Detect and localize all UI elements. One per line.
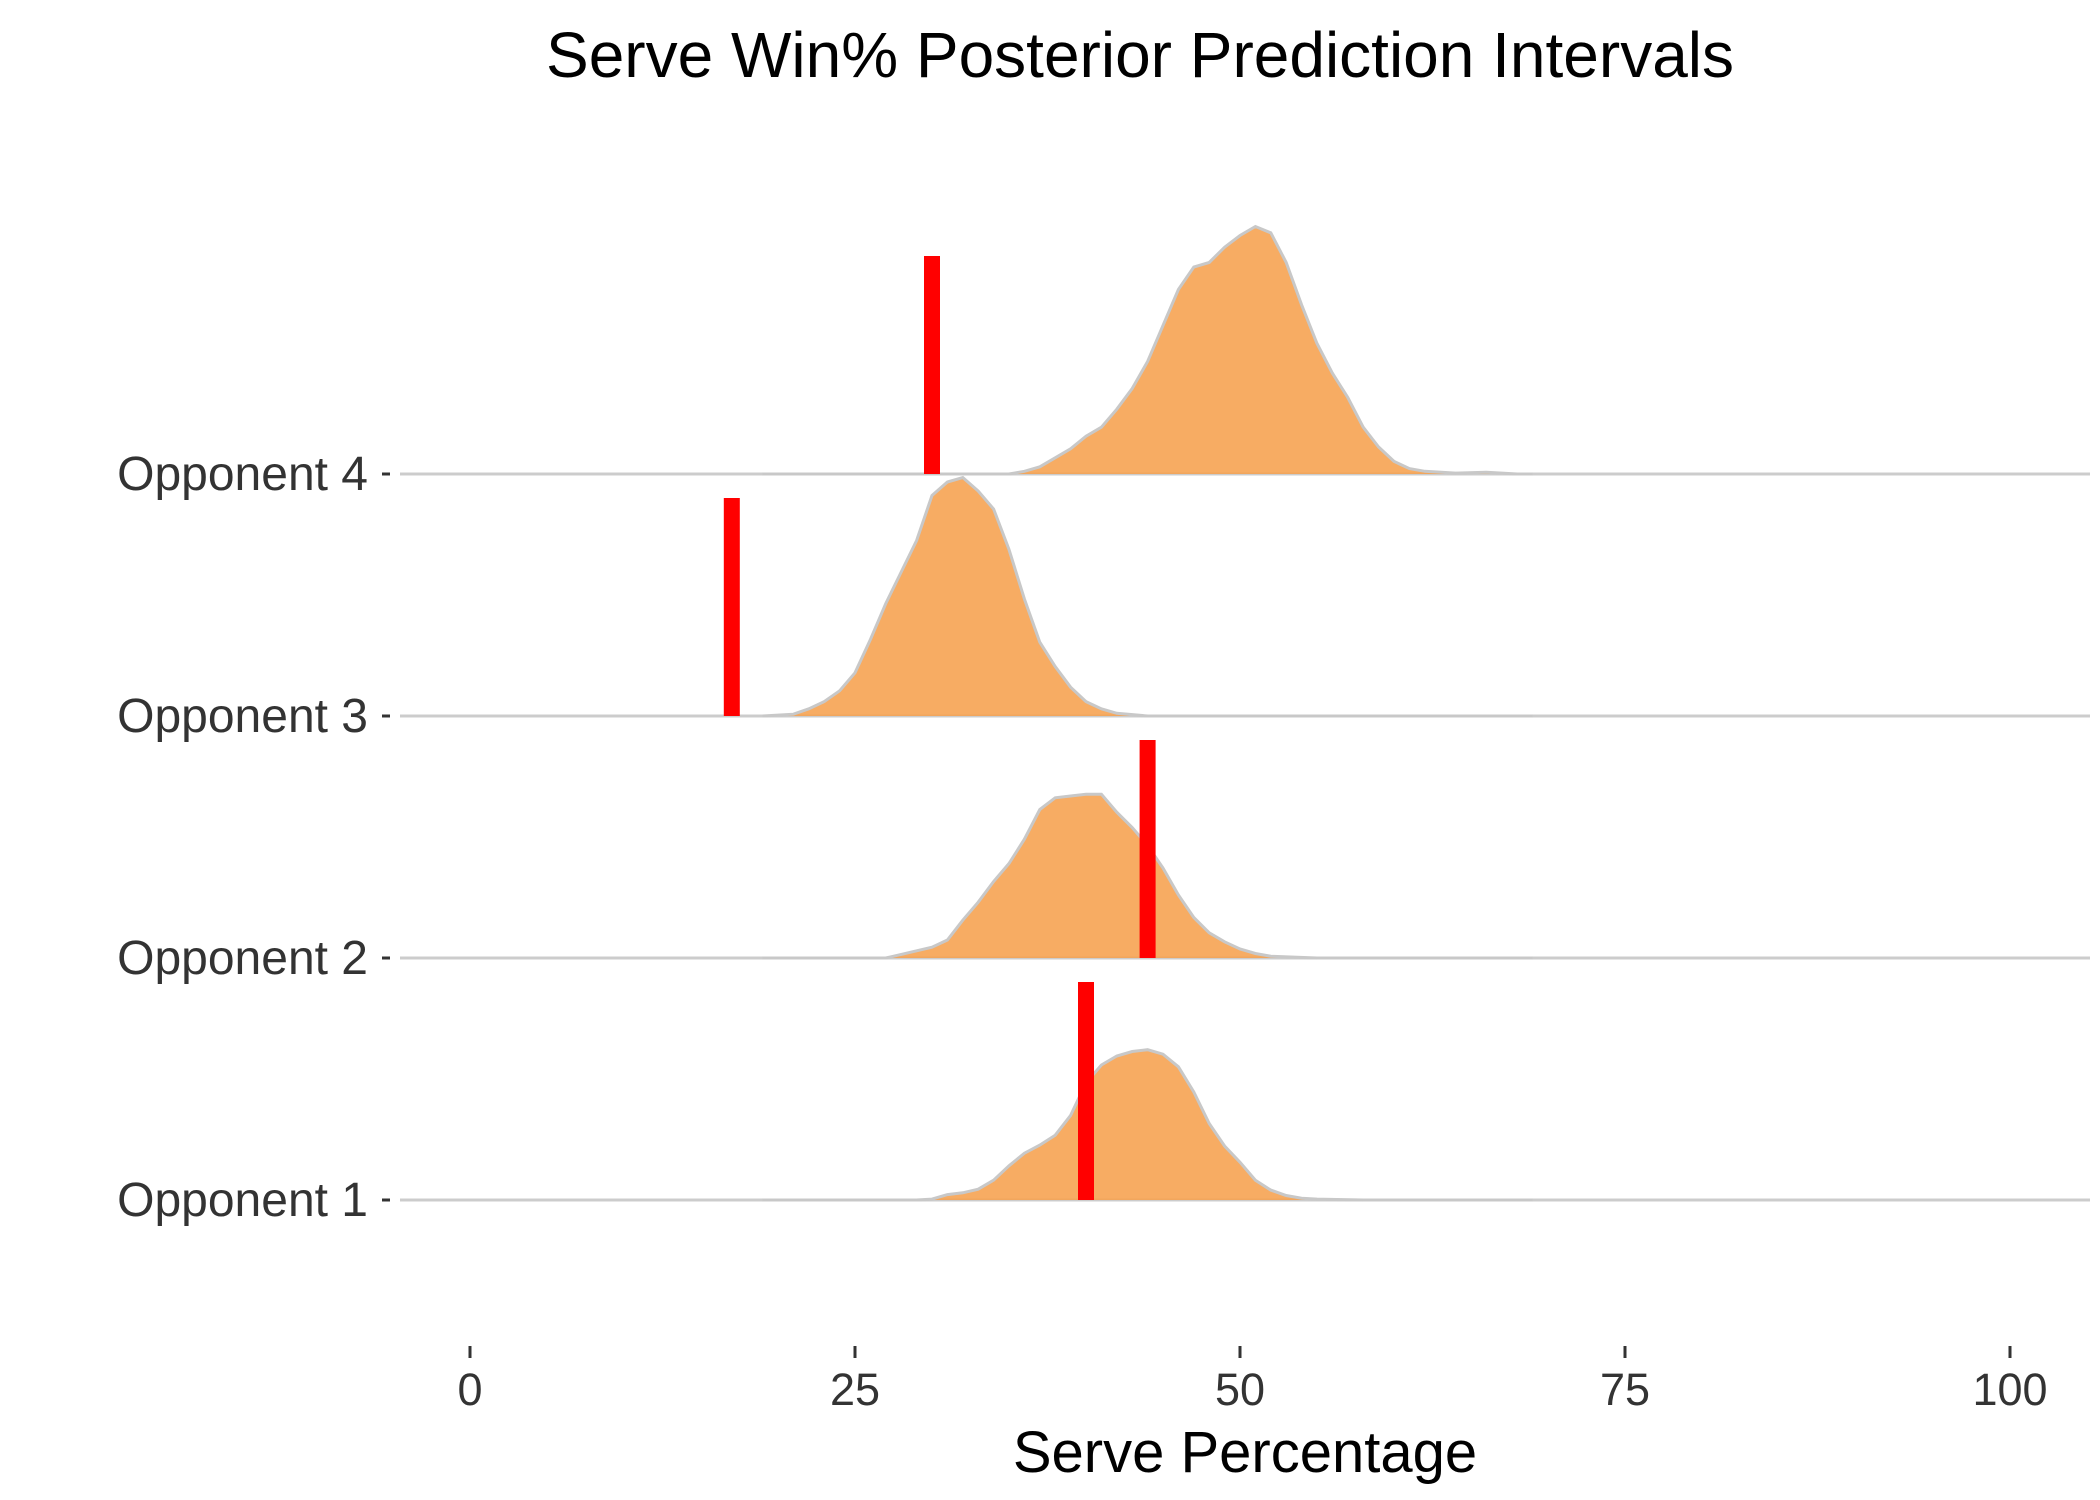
x-tick-label-100: 100 (1972, 1364, 2047, 1415)
ridge-outline-2 (762, 792, 1533, 960)
baselines-layer (400, 472, 2090, 1202)
ridge-outline-3 (762, 475, 1533, 718)
ridge-outline-1 (762, 1048, 1533, 1202)
observed-marker-1 (1078, 982, 1094, 1200)
observed-markers-layer (723, 256, 1156, 1200)
y-axis: Opponent 1 Opponent 2 Opponent 3 Opponent 4 (117, 448, 390, 1227)
x-tick-label-50: 50 (1215, 1364, 1265, 1415)
y-tick-label-4: Opponent 4 (117, 448, 368, 501)
observed-marker-2 (1139, 740, 1156, 958)
ridge-fill-4 (762, 226, 1533, 474)
ridge-fill-1 (762, 1049, 1533, 1200)
x-tick-label-0: 0 (457, 1364, 482, 1415)
y-tick-label-3: Opponent 3 (117, 690, 368, 743)
ridges-layer (762, 224, 1533, 1202)
observed-marker-4 (924, 256, 940, 474)
y-tick-label-2: Opponent 2 (117, 932, 368, 985)
ridge-fill-3 (762, 477, 1533, 716)
x-tick-label-25: 25 (830, 1364, 880, 1415)
y-tick-label-1: Opponent 1 (117, 1174, 368, 1227)
observed-marker-3 (723, 498, 740, 716)
x-axis-title: Serve Percentage (1013, 1420, 1477, 1485)
x-axis: 0 25 50 75 100 (457, 1346, 2048, 1415)
ridge-outline-4 (762, 224, 1533, 476)
x-tick-label-75: 75 (1600, 1364, 1650, 1415)
chart-title: Serve Win% Posterior Prediction Interval… (546, 19, 1734, 91)
